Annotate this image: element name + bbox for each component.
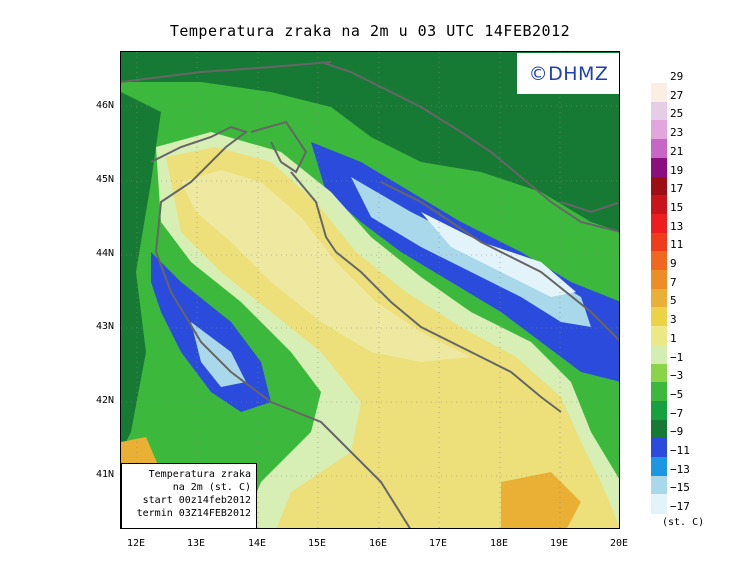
legend-swatch bbox=[651, 213, 667, 234]
legend-swatch bbox=[651, 307, 667, 327]
lon-label-14e: 14E bbox=[247, 538, 267, 549]
lat-label-42n: 42N bbox=[96, 395, 115, 406]
lon-label-12e: 12E bbox=[126, 538, 146, 549]
lat-label-44n: 44N bbox=[96, 248, 115, 259]
lat-label-43n: 43N bbox=[96, 321, 115, 332]
legend-label: −3 bbox=[670, 369, 684, 383]
legend-label: 5 bbox=[670, 294, 677, 308]
lon-label-20e: 20E bbox=[609, 538, 629, 549]
legend-label: 19 bbox=[670, 163, 684, 177]
info-box: Temperatura zraka na 2m (st. C) start 00… bbox=[121, 463, 257, 528]
legend-label: 9 bbox=[670, 257, 677, 270]
legend-swatch bbox=[651, 363, 667, 383]
info-line-variable: Temperatura zraka bbox=[148, 469, 251, 480]
temperature-field: ©DHMZ bbox=[121, 52, 619, 528]
legend-swatch bbox=[651, 475, 667, 495]
warmest-zone-south bbox=[501, 472, 581, 528]
legend-label: 13 bbox=[670, 219, 684, 233]
lon-label-19e: 19E bbox=[549, 538, 569, 549]
lat-label-41n: 41N bbox=[96, 469, 115, 480]
legend-swatch bbox=[651, 344, 667, 364]
legend-swatch bbox=[651, 438, 667, 458]
legend-label: −9 bbox=[670, 425, 684, 439]
legend-swatch bbox=[651, 157, 667, 177]
legend-label: 23 bbox=[670, 126, 684, 140]
legend-label: 29 bbox=[670, 70, 684, 83]
lat-label-45n: 45N bbox=[96, 174, 115, 185]
map-title: Temperatura zraka na 2m u 03 UTC 14FEB20… bbox=[169, 22, 571, 40]
legend-label: −7 bbox=[670, 406, 684, 420]
legend-swatch bbox=[651, 419, 667, 439]
legend-label: −1 bbox=[670, 350, 684, 364]
legend-swatch bbox=[651, 326, 667, 346]
legend-label: 15 bbox=[670, 200, 684, 214]
info-line-start: start 00z14feb2012 bbox=[142, 495, 251, 506]
lon-label-13e: 13E bbox=[186, 538, 206, 549]
legend-label: 27 bbox=[670, 88, 684, 102]
legend-swatch bbox=[651, 400, 667, 421]
legend-swatch bbox=[651, 139, 667, 159]
temperature-map: ©DHMZ Temperatura zraka na 2m (st. C) st… bbox=[120, 51, 620, 529]
legend-swatch bbox=[651, 176, 667, 196]
lon-label-16e: 16E bbox=[368, 538, 388, 549]
legend-swatch bbox=[651, 457, 667, 477]
legend-label: 7 bbox=[670, 275, 677, 289]
legend-label: −17 bbox=[670, 500, 690, 514]
legend-swatch bbox=[651, 251, 667, 271]
legend-units: (st. C) bbox=[662, 517, 705, 528]
lon-label-17e: 17E bbox=[428, 538, 448, 549]
lat-label-46n: 46N bbox=[96, 100, 115, 111]
legend-swatch bbox=[651, 195, 667, 215]
lon-label-18e: 18E bbox=[489, 538, 509, 549]
legend-swatch bbox=[651, 232, 667, 252]
legend-label: −5 bbox=[670, 387, 684, 401]
legend-label: 11 bbox=[670, 238, 684, 252]
lon-label-15e: 15E bbox=[307, 538, 327, 549]
legend-label: −15 bbox=[670, 481, 690, 495]
cold-zone-north bbox=[121, 52, 619, 232]
coastlines-borders bbox=[121, 61, 619, 528]
legend-label: −11 bbox=[670, 444, 690, 457]
dhmz-logo: ©DHMZ bbox=[528, 62, 609, 85]
cold-zone-west bbox=[121, 92, 161, 452]
info-line-units: na 2m (st. C) bbox=[172, 482, 251, 493]
legend-label: 17 bbox=[670, 182, 684, 196]
legend-swatch bbox=[651, 288, 667, 308]
legend-swatch bbox=[651, 83, 667, 103]
info-line-termin: termin 03Z14FEB2012 bbox=[136, 508, 251, 519]
mild-zone-north-adriatic bbox=[181, 170, 471, 362]
lat-lon-grid bbox=[121, 52, 619, 528]
legend-label: 1 bbox=[670, 331, 677, 345]
legend-label: 21 bbox=[670, 144, 684, 158]
legend-label: −13 bbox=[670, 462, 690, 476]
legend-swatch bbox=[651, 120, 667, 140]
legend-swatch bbox=[651, 101, 667, 121]
legend-swatch bbox=[651, 382, 667, 402]
cold-core-apennines bbox=[191, 322, 246, 387]
legend-label: 3 bbox=[670, 313, 677, 327]
coldest-core bbox=[421, 212, 576, 297]
legend-swatch bbox=[651, 270, 667, 290]
legend-swatch bbox=[651, 494, 667, 514]
legend-label: 25 bbox=[670, 107, 684, 121]
